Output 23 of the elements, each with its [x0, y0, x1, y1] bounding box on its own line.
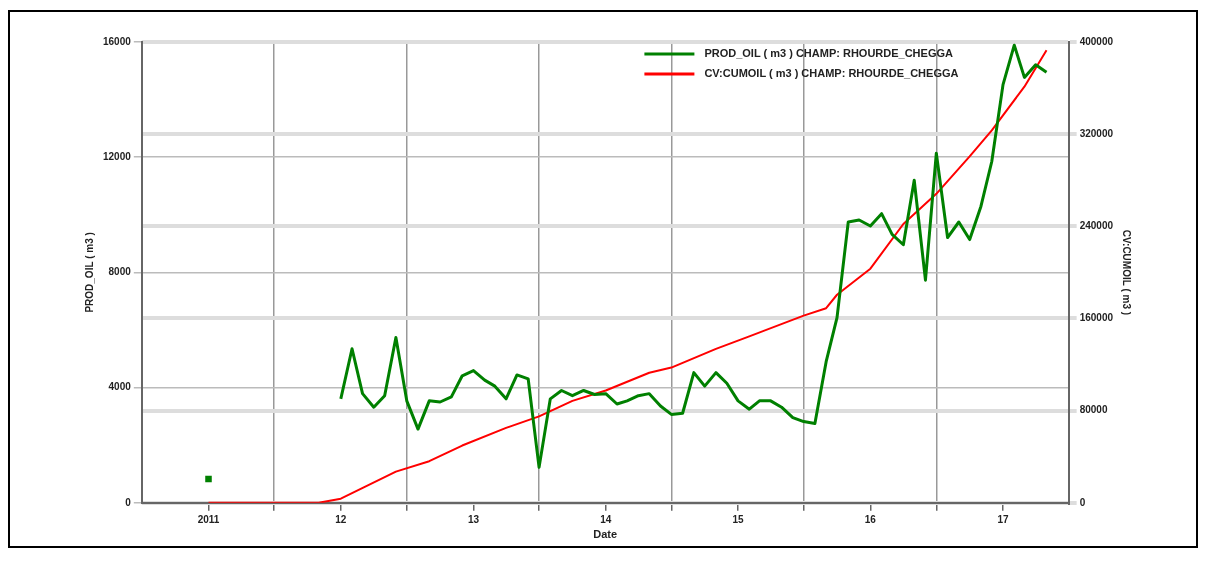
legend-label: CV:CUMOIL ( m3 ) CHAMP: RHOURDE_CHEGGA — [704, 67, 959, 80]
y2-tick-label: 240000 — [1079, 220, 1114, 232]
x-tick-label: 12 — [335, 513, 347, 525]
x-tick-label: 17 — [997, 513, 1010, 525]
y-tick-label: 8000 — [108, 266, 132, 278]
y2-tick-label: 80000 — [1079, 404, 1108, 416]
y-tick-label: 0 — [125, 496, 132, 508]
y-tick-label: 16000 — [103, 35, 132, 47]
x-tick-label: 13 — [467, 513, 480, 525]
y-tick-label: 4000 — [108, 381, 132, 393]
y-axis-title: PROD_OIL ( m3 ) — [83, 232, 95, 313]
y2-tick-label: 400000 — [1079, 35, 1114, 47]
x-tick-label: 15 — [732, 513, 745, 525]
x-tick-label: 14 — [600, 513, 612, 525]
y2-tick-label: 160000 — [1079, 312, 1114, 324]
y-tick-label: 12000 — [103, 150, 132, 162]
legend-label: PROD_OIL ( m3 ) CHAMP: RHOURDE_CHEGGA — [704, 47, 953, 60]
y2-tick-label: 0 — [1079, 496, 1086, 508]
y2-tick-label: 320000 — [1079, 127, 1114, 139]
x-tick-label: 16 — [864, 513, 877, 525]
x-axis-title: Date — [593, 528, 618, 541]
x-tick-label: 2011 — [197, 513, 220, 525]
y2-axis-title: CV:CUMOIL ( m3 ) — [1121, 229, 1133, 316]
